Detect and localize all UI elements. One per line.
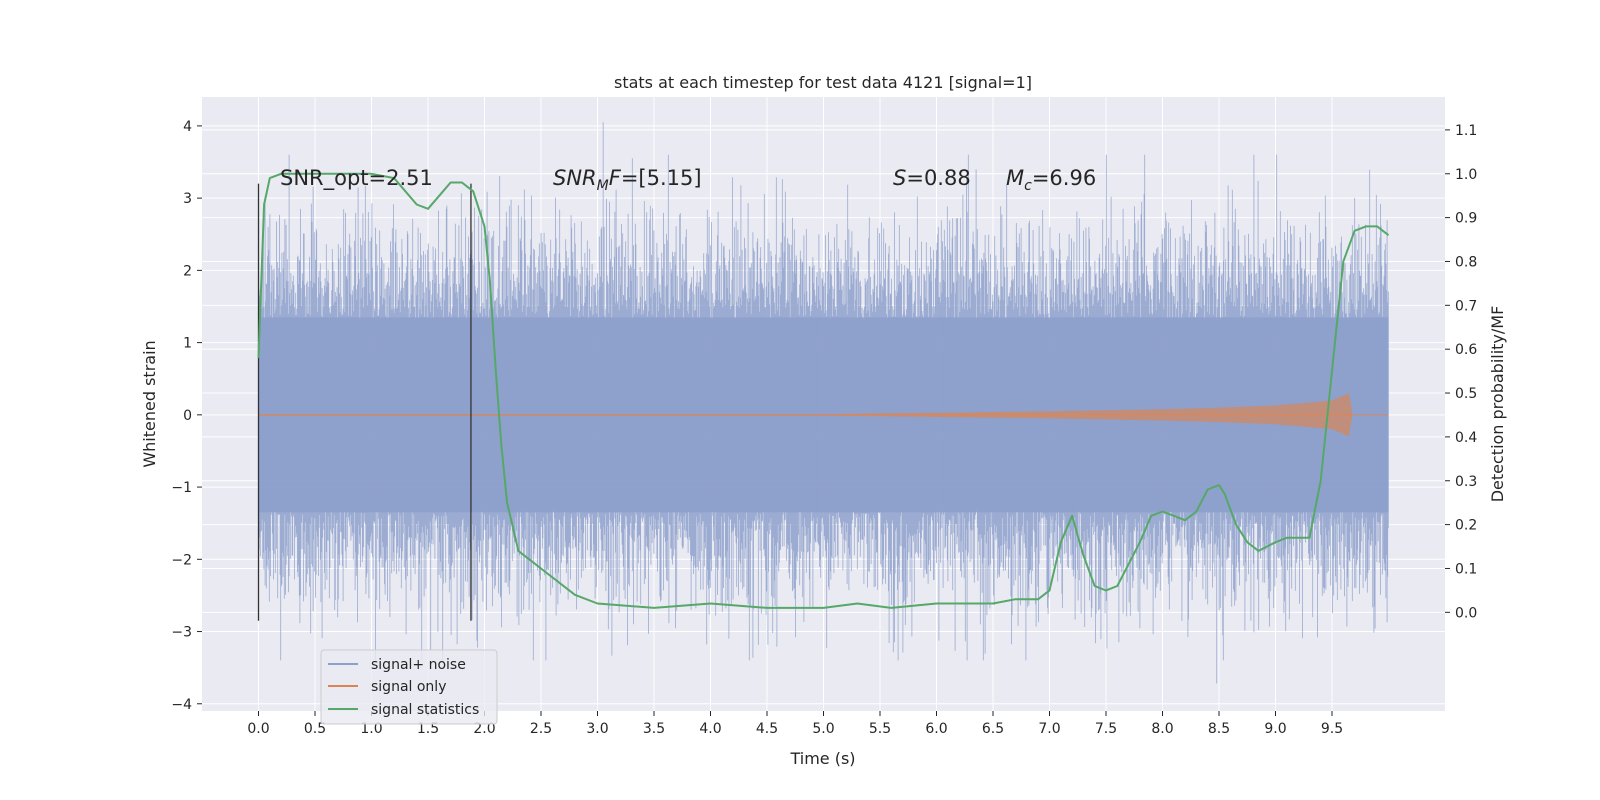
mc-value: =6.96 <box>1032 166 1096 190</box>
chart-title: stats at each timestep for test data 412… <box>614 73 1032 92</box>
s-symbol: S <box>893 166 906 190</box>
legend: signal+ noise signal only signal statist… <box>320 649 498 725</box>
x-tick-label: 5.0 <box>812 721 834 737</box>
y2-tick-label: 0.7 <box>1455 298 1477 314</box>
signal-statistics-series <box>257 172 1390 609</box>
y-tick-label: 2 <box>183 263 192 279</box>
x-tick-label: 0.5 <box>304 721 326 737</box>
x-tick-label: 5.5 <box>869 721 891 737</box>
x-tick-label: 3.0 <box>586 721 608 737</box>
legend-label-signal-statistics: signal statistics <box>371 702 479 718</box>
snr-mf-value: =[5.15] <box>621 166 702 190</box>
x-tick-label: 8.5 <box>1208 721 1230 737</box>
legend-label-signal-only: signal only <box>371 679 446 695</box>
y2-tick-label: 0.8 <box>1455 254 1477 270</box>
y-tick-label: −3 <box>171 625 192 641</box>
y-tick-label: 1 <box>183 336 192 352</box>
x-tick-label: 4.0 <box>699 721 721 737</box>
x-axis-label: Time (s) <box>789 749 855 768</box>
x-tick-label: 2.5 <box>530 721 552 737</box>
mc-symbol: M <box>1006 166 1024 190</box>
y2-tick-label: 0.5 <box>1455 386 1477 402</box>
y2-tick-label: 0.0 <box>1455 605 1477 621</box>
y2-tick-label: 1.1 <box>1455 123 1477 139</box>
legend-label-signal-noise: signal+ noise <box>371 657 466 673</box>
signal-only-series <box>258 393 1389 437</box>
x-tick-label: 9.0 <box>1264 721 1286 737</box>
y-tick-label: 0 <box>183 408 192 424</box>
x-tick-label: 0.0 <box>247 721 269 737</box>
s-value: =0.88 <box>906 166 970 190</box>
vertical-markers <box>257 183 472 621</box>
x-tick-label: 6.0 <box>925 721 947 737</box>
y-tick-label: −2 <box>171 552 192 568</box>
mc-subscript: c <box>1024 178 1032 194</box>
x-tick-label: 7.5 <box>1095 721 1117 737</box>
signal-statistics-line <box>257 172 1390 609</box>
annotation-snr-mf: SNRMF=[5.15] <box>553 166 702 194</box>
x-tick-label: 2.0 <box>473 721 495 737</box>
y-axis-label: Whitened strain <box>140 340 159 467</box>
y-tick-label: −1 <box>171 480 192 496</box>
x-tick-label: 6.5 <box>982 721 1004 737</box>
x-tick-label: 7.0 <box>1038 721 1060 737</box>
y-tick-label: 4 <box>183 119 192 135</box>
legend-box <box>320 649 498 725</box>
annotation-mc: Mc=6.96 <box>1006 166 1096 194</box>
snr-mf-symbol: SNR <box>553 166 597 190</box>
snr-mf-tail-f: F <box>609 166 622 190</box>
y2-axis-ticks: 1.1 1.0 0.9 0.8 0.7 0.6 0.5 0.4 0.3 0.2 0.1 0.0 <box>1445 123 1477 621</box>
snr-mf-subscript: M <box>597 178 609 194</box>
y2-tick-label: 0.3 <box>1455 474 1477 490</box>
y2-tick-label: 0.2 <box>1455 518 1477 534</box>
y-axis-ticks: 4 3 2 1 0 −1 −2 −3 −4 <box>171 119 202 713</box>
x-tick-label: 8.0 <box>1151 721 1173 737</box>
x-tick-label: 1.5 <box>417 721 439 737</box>
y2-tick-label: 0.6 <box>1455 342 1477 358</box>
x-axis-ticks: 0.0 0.5 1.0 1.5 2.0 2.5 3.0 3.5 4.0 4.5 5.0 5.5 6.0 6… <box>247 711 1343 737</box>
y-tick-label: −4 <box>171 697 192 713</box>
y2-tick-label: 1.0 <box>1455 167 1477 183</box>
y2-tick-label: 0.4 <box>1455 430 1477 446</box>
y2-tick-label: 0.9 <box>1455 211 1477 227</box>
x-tick-label: 3.5 <box>643 721 665 737</box>
x-tick-label: 4.5 <box>756 721 778 737</box>
y-tick-label: 3 <box>183 191 192 207</box>
annotation-s: S=0.88 <box>893 166 971 190</box>
y2-tick-label: 0.1 <box>1455 561 1477 577</box>
y2-axis-label: Detection probability/MF <box>1488 306 1507 503</box>
x-tick-label: 1.0 <box>360 721 382 737</box>
annotation-snr-opt: SNR_opt=2.51 <box>280 166 433 191</box>
x-tick-label: 9.5 <box>1321 721 1343 737</box>
